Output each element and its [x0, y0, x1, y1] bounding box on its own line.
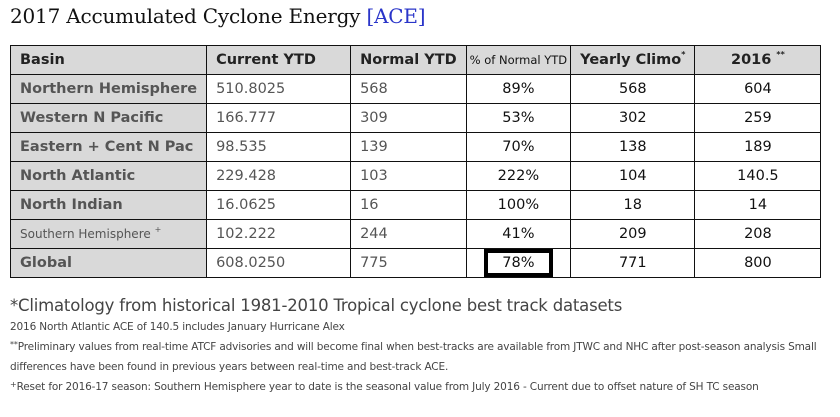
header-current-ytd: Current YTD [206, 45, 352, 75]
y2016-cell: 140.5 [694, 161, 822, 191]
y2016-cell: 800 [694, 248, 822, 278]
header-pct-normal: % of Normal YTD [465, 45, 572, 75]
y2016-cell: 259 [694, 103, 822, 133]
preliminary-note-cont: differences have been found in previous … [10, 361, 449, 373]
table-row: Northern Hemisphere 510.8025 568 89% 568… [9, 74, 822, 104]
normal-ytd-cell: 244 [350, 219, 467, 249]
highlight-box: 78% [484, 249, 553, 277]
footnote-mark: * [681, 50, 686, 59]
reset-note: +Reset for 2016-17 season: Southern Hemi… [10, 380, 759, 393]
current-ytd-cell: 229.428 [206, 161, 352, 191]
pct-normal-cell: 222% [465, 161, 572, 191]
normal-ytd-cell: 16 [350, 190, 467, 220]
basin-cell: North Indian [9, 190, 208, 220]
yearly-climo-cell: 104 [570, 161, 696, 191]
yearly-climo-cell: 18 [570, 190, 696, 220]
table-row: North Atlantic 229.428 103 222% 104 140.… [9, 161, 822, 191]
y2016-cell: 14 [694, 190, 822, 220]
table-row: Eastern + Cent N Pac 98.535 139 70% 138 … [9, 132, 822, 162]
preliminary-note: **Preliminary values from real-time ATCF… [10, 340, 817, 353]
table-row: Global 608.0250 775 78% 771 800 [9, 248, 822, 278]
title-text: 2017 Accumulated Cyclone Energy [10, 4, 367, 28]
table-row: North Indian 16.0625 16 100% 18 14 [9, 190, 822, 220]
yearly-climo-cell: 209 [570, 219, 696, 249]
header-normal-ytd: Normal YTD [350, 45, 467, 75]
alex-note: 2016 North Atlantic ACE of 140.5 include… [10, 321, 345, 333]
current-ytd-cell: 166.777 [206, 103, 352, 133]
footnote-mark: + [154, 225, 162, 234]
basin-cell: Northern Hemisphere [9, 74, 208, 104]
pct-normal-cell: 53% [465, 103, 572, 133]
basin-cell: North Atlantic [9, 161, 208, 191]
normal-ytd-cell: 139 [350, 132, 467, 162]
pct-normal-cell: 100% [465, 190, 572, 220]
normal-ytd-cell: 775 [350, 248, 467, 278]
basin-cell: Western N Pacific [9, 103, 208, 133]
normal-ytd-cell: 568 [350, 74, 467, 104]
current-ytd-cell: 16.0625 [206, 190, 352, 220]
header-basin: Basin [9, 45, 208, 75]
basin-cell: Global [9, 248, 208, 278]
pct-normal-cell: 89% [465, 74, 572, 104]
normal-ytd-cell: 309 [350, 103, 467, 133]
yearly-climo-cell: 302 [570, 103, 696, 133]
header-2016: 2016 ** [694, 45, 822, 75]
current-ytd-cell: 98.535 [206, 132, 352, 162]
header-yearly-climo: Yearly Climo* [570, 45, 696, 75]
y2016-cell: 208 [694, 219, 822, 249]
table-row: Western N Pacific 166.777 309 53% 302 25… [9, 103, 822, 133]
pct-normal-cell: 70% [465, 132, 572, 162]
pct-normal-cell: 78% [465, 248, 572, 278]
yearly-climo-cell: 771 [570, 248, 696, 278]
page-title: 2017 Accumulated Cyclone Energy [ACE] [10, 4, 426, 28]
normal-ytd-cell: 103 [350, 161, 467, 191]
basin-cell: Southern Hemisphere + [9, 219, 208, 249]
footnote-mark: ** [776, 50, 785, 59]
yearly-climo-cell: 568 [570, 74, 696, 104]
current-ytd-cell: 102.222 [206, 219, 352, 249]
yearly-climo-cell: 138 [570, 132, 696, 162]
basin-cell: Eastern + Cent N Pac [9, 132, 208, 162]
y2016-cell: 604 [694, 74, 822, 104]
table-header-row: Basin Current YTD Normal YTD % of Normal… [9, 45, 822, 75]
current-ytd-cell: 510.8025 [206, 74, 352, 104]
climatology-note: *Climatology from historical 1981-2010 T… [10, 296, 623, 315]
ace-table: Basin Current YTD Normal YTD % of Normal… [9, 45, 822, 278]
y2016-cell: 189 [694, 132, 822, 162]
ace-link[interactable]: [ACE] [366, 4, 426, 28]
table-row: Southern Hemisphere + 102.222 244 41% 20… [9, 219, 822, 249]
pct-normal-cell: 41% [465, 219, 572, 249]
current-ytd-cell: 608.0250 [206, 248, 352, 278]
footnotes: *Climatology from historical 1981-2010 T… [10, 296, 817, 397]
